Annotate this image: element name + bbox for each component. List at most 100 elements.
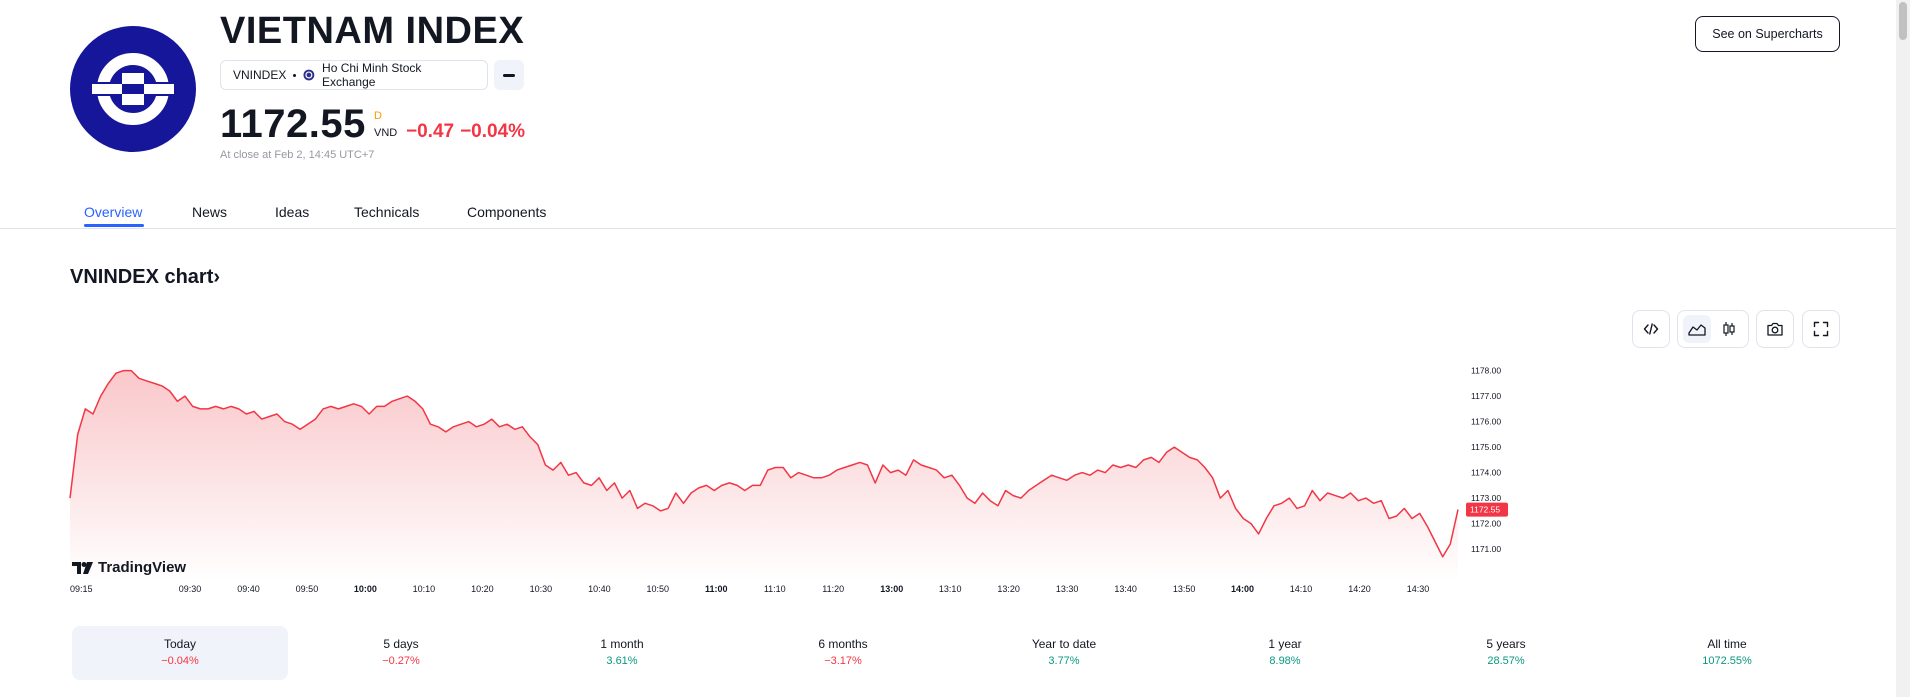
scrollbar-thumb[interactable] [1899,2,1907,40]
period-today[interactable]: Today −0.04% [72,626,288,680]
y-tick-label: 1172.00 [1471,519,1501,529]
page-title: VIETNAM INDEX [220,10,525,52]
index-logo [70,26,196,152]
close-timestamp: At close at Feb 2, 14:45 UTC+7 [220,149,375,161]
change-absolute: −0.47 [406,121,455,142]
separator-dot [293,73,297,77]
vnindex-logo-icon [92,53,174,125]
fullscreen-button[interactable] [1802,310,1840,348]
y-tick-label: 1171.00 [1471,544,1501,554]
price-area-fill [70,370,1458,581]
period-1-year[interactable]: 1 year 8.98% [1177,626,1393,680]
performance-periods: Today −0.04% 5 days −0.27% 1 month 3.61%… [72,626,1840,682]
tab-overview[interactable]: Overview [84,204,143,220]
fullscreen-icon [1813,321,1829,337]
period-1-month[interactable]: 1 month 3.61% [514,626,730,680]
x-tick-label: 11:00 [705,584,728,594]
y-tick-label: 1174.00 [1471,468,1501,478]
x-tick-label: 09:50 [296,584,319,594]
candles-button[interactable] [1715,315,1743,343]
x-tick-label: 13:00 [880,584,903,594]
period-label: Year to date [1031,637,1097,651]
more-button[interactable] [494,60,524,90]
x-tick-label: 09:30 [179,584,202,594]
tradingview-logo-icon [72,561,93,574]
price-flag: D [374,110,382,122]
x-tick-label: 14:00 [1231,584,1254,594]
page-scrollbar[interactable] [1896,0,1910,697]
chart-style-switch [1677,310,1749,348]
change-percent: −0.04% [460,121,526,142]
exchange-label: Ho Chi Minh Stock Exchange [322,61,422,89]
period-all-time[interactable]: All time 1072.55% [1619,626,1835,680]
active-tab-indicator [84,224,144,227]
x-tick-label: 10:10 [413,584,436,594]
embed-button[interactable] [1632,310,1670,348]
period-value: −0.27% [382,655,420,667]
x-axis: 09:15 09:30 09:40 09:50 10:00 10:10 10:20 10:30… [70,584,1429,594]
currency-label: VND [374,127,398,139]
symbol-label: VNINDEX [233,68,287,82]
exchange-flag-icon [303,69,315,81]
last-price-label-bg [1466,502,1508,517]
x-tick-label: 14:10 [1290,584,1313,594]
embed-icon [1643,323,1659,335]
x-tick-label: 11:10 [764,584,786,594]
last-price-label-text: 1172.55 [1470,505,1500,515]
period-value: −3.17% [824,655,862,667]
x-tick-label: 13:20 [997,584,1020,594]
x-tick-label: 09:40 [237,584,260,594]
x-tick-label: 10:40 [588,584,611,594]
x-tick-label: 14:30 [1407,584,1430,594]
x-tick-label: 10:20 [471,584,494,594]
chart-heading-link[interactable]: VNINDEX chart› [70,266,220,289]
chevron-right-icon: › [213,266,221,288]
y-tick-label: 1178.00 [1471,366,1501,376]
period-value: 3.77% [1048,655,1080,667]
x-tick-label: 13:30 [1056,584,1079,594]
area-chart-icon [1688,324,1706,336]
tab-technicals[interactable]: Technicals [354,204,420,220]
price-line [69,369,1459,558]
period-label: 6 months [818,637,868,651]
y-tick-label: 1173.00 [1471,493,1501,503]
period-value: 28.57% [1487,655,1525,667]
x-tick-label: 11:20 [822,584,844,594]
period-value: 3.61% [606,655,638,667]
period-value: 1072.55% [1702,655,1752,667]
symbol-exchange-chip[interactable]: VNINDEX Ho Chi Minh Stock Exchange [220,60,488,90]
x-tick-label: 10:30 [530,584,553,594]
x-tick-label: 13:50 [1173,584,1196,594]
chart-heading-text: VNINDEX chart [70,266,214,288]
symbol-tabs: Overview News Ideas Technicals Component… [0,196,1896,229]
period-label: Today [163,637,197,651]
period-year-to-date[interactable]: Year to date 3.77% [956,626,1172,680]
price-area-chart[interactable]: 1178.00 1177.00 1176.00 1175.00 1174.00 1173.… [60,355,1810,605]
period-6-months[interactable]: 6 months −3.17% [735,626,951,680]
x-tick-label: 09:15 [70,584,93,594]
tradingview-brand[interactable]: TradingView [72,559,186,576]
x-tick-label: 10:50 [647,584,670,594]
period-label: All time [1707,637,1747,651]
period-5-years[interactable]: 5 years 28.57% [1398,626,1614,680]
y-axis: 1178.00 1177.00 1176.00 1175.00 1174.00 1173.… [1471,366,1501,555]
last-price-label: 1172.55 [1466,502,1508,517]
y-tick-label: 1175.00 [1471,442,1501,452]
x-tick-label: 13:10 [939,584,962,594]
tab-components[interactable]: Components [467,204,547,220]
price-change: −0.47 −0.04% [406,121,531,143]
snapshot-button[interactable] [1756,310,1794,348]
y-tick-label: 1176.00 [1471,417,1501,427]
period-label: 5 days [383,637,419,651]
tab-news[interactable]: News [192,204,228,220]
period-5-days[interactable]: 5 days −0.27% [293,626,509,680]
x-tick-label: 10:00 [354,584,377,594]
last-price: 1172.55 [220,102,366,146]
y-tick-label: 1177.00 [1471,391,1501,401]
tab-ideas[interactable]: Ideas [275,204,310,220]
minus-icon [503,73,515,77]
see-on-supercharts-button[interactable]: See on Supercharts [1695,16,1840,52]
candles-icon [1723,322,1735,336]
period-label: 1 month [600,637,644,651]
area-chart-button[interactable] [1683,315,1711,343]
